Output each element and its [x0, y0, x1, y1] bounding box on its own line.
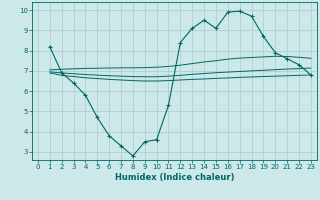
X-axis label: Humidex (Indice chaleur): Humidex (Indice chaleur) [115, 173, 234, 182]
